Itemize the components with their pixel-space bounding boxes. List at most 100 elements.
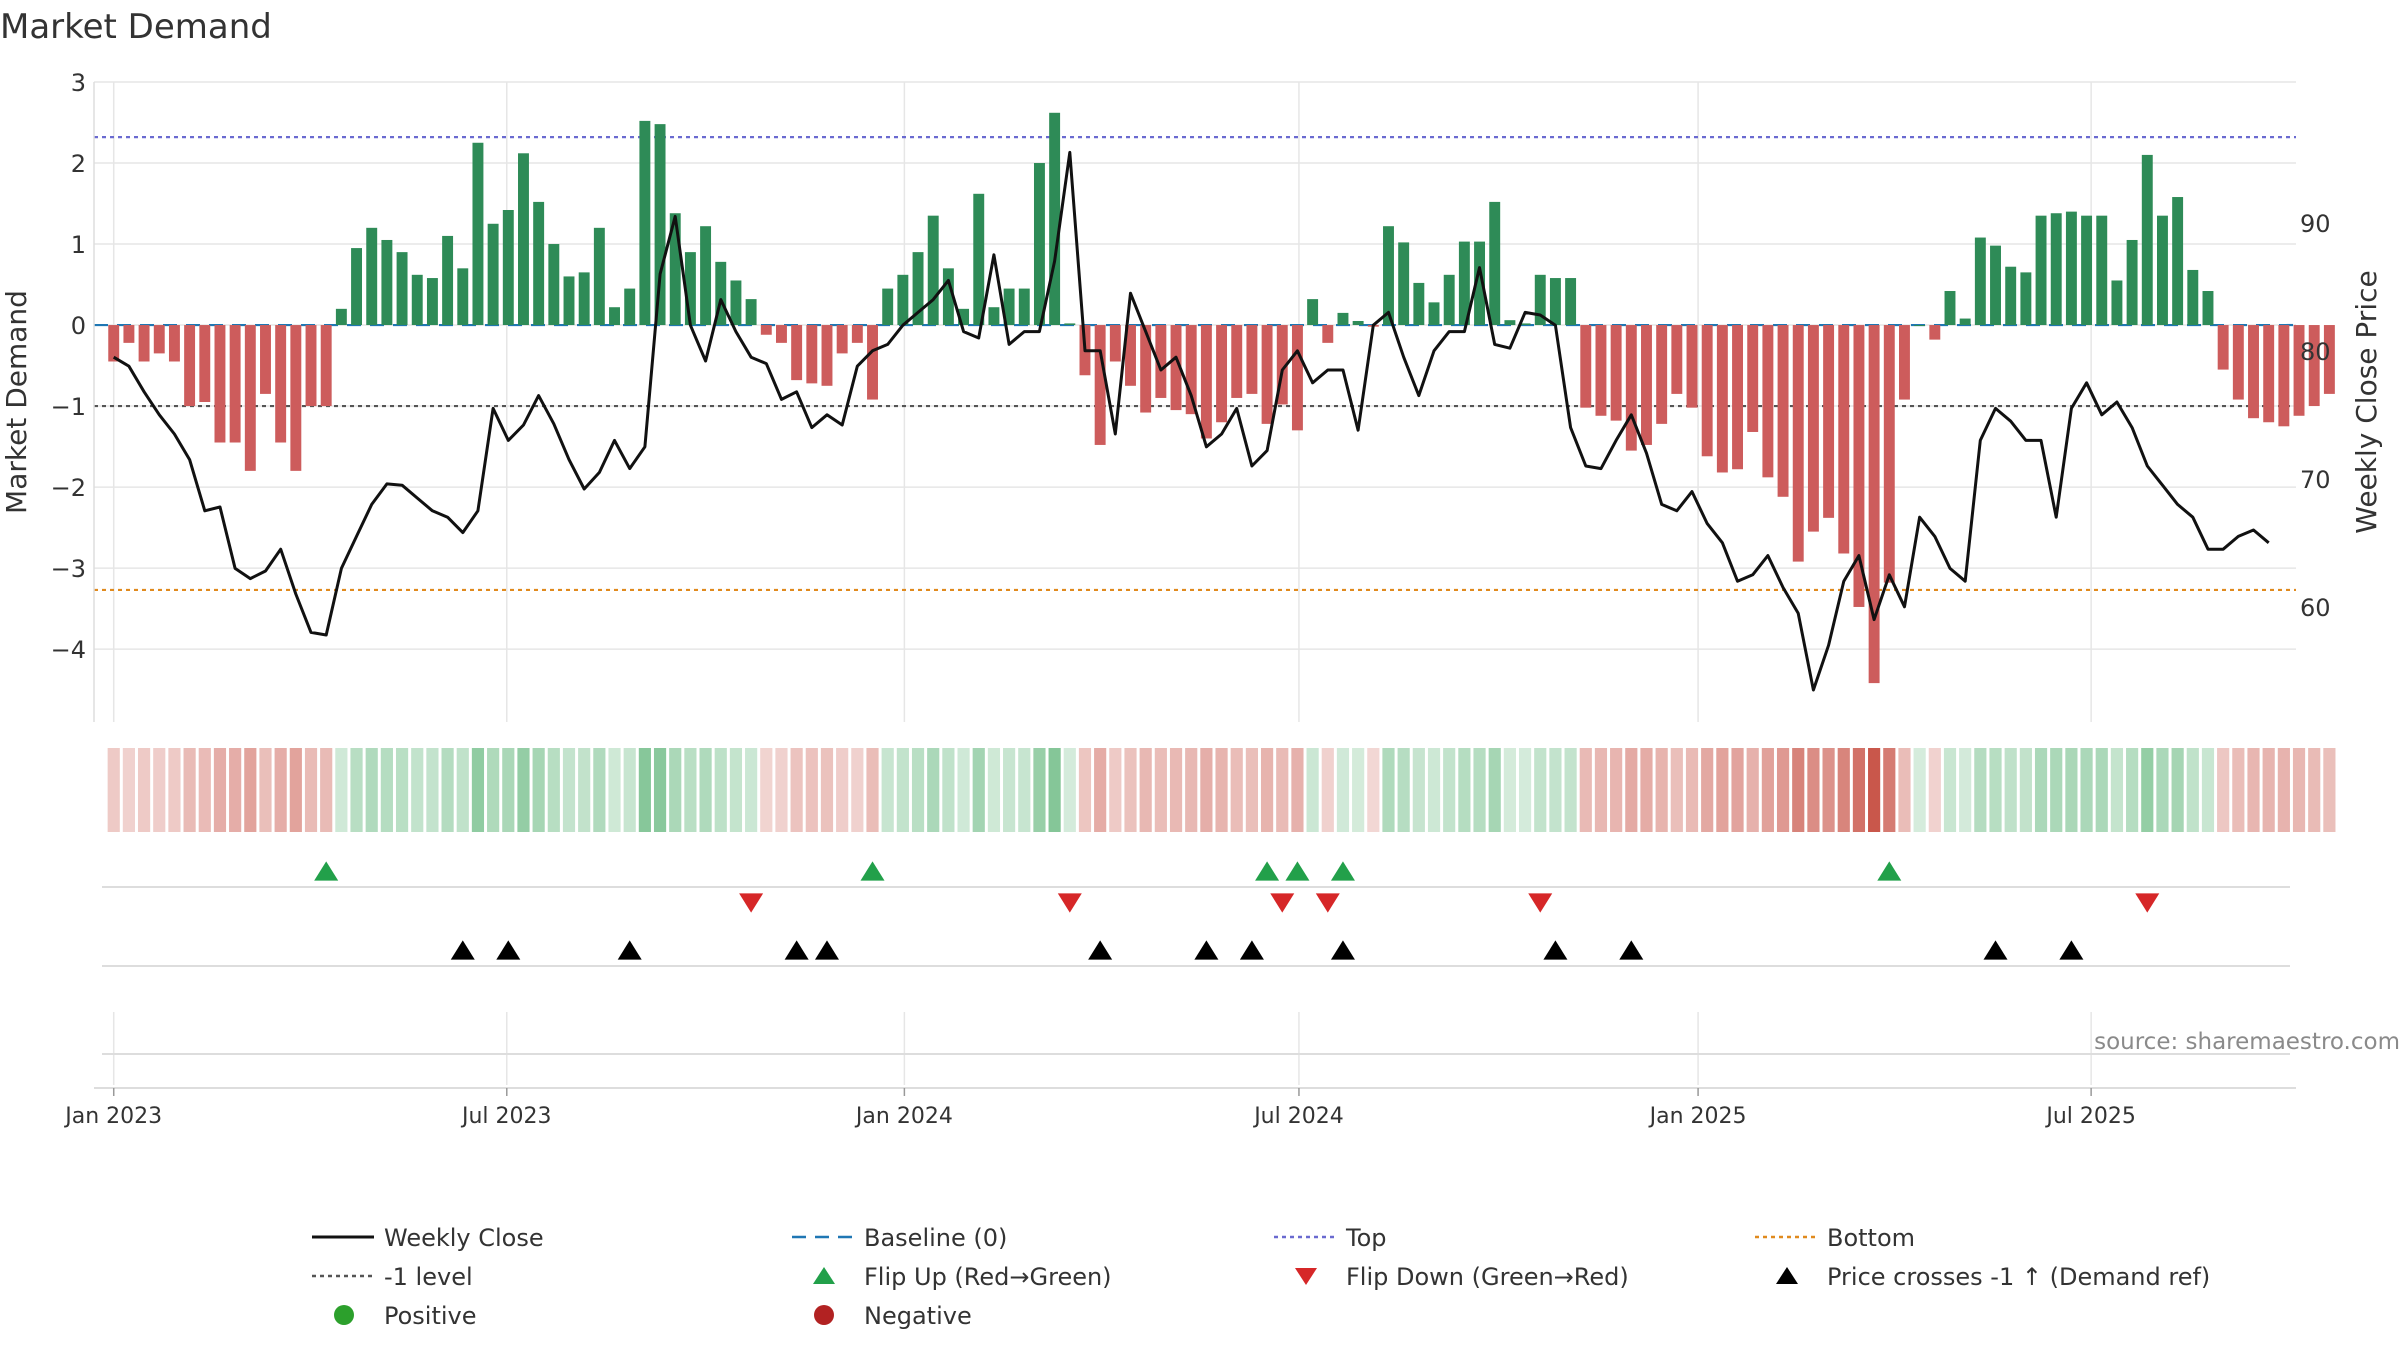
- heat-cell: [168, 748, 181, 832]
- demand-bar-negative: [775, 325, 787, 343]
- demand-bar-negative: [1625, 325, 1637, 451]
- price-cross-marker: [1088, 940, 1113, 960]
- heat-cell: [805, 748, 818, 832]
- demand-bar-negative: [1823, 325, 1835, 518]
- price-cross-marker: [2059, 940, 2084, 960]
- demand-bar-negative: [1322, 325, 1334, 343]
- weekly-close-line: [112, 150, 2270, 692]
- heat-cell: [1185, 748, 1198, 832]
- demand-bar-positive: [1064, 323, 1076, 326]
- x-tick-label: Jan 2025: [1648, 1104, 1747, 1129]
- heat-cell: [1291, 748, 1304, 832]
- demand-bar-positive: [2096, 215, 2108, 326]
- heat-cell: [1776, 748, 1790, 832]
- demand-heat-strip: [107, 748, 2336, 832]
- heat-cell: [183, 748, 196, 832]
- demand-bar-positive: [1914, 325, 1926, 327]
- demand-bar-negative: [1868, 325, 1880, 684]
- demand-bar-positive: [366, 227, 378, 326]
- demand-bar-positive: [684, 252, 696, 326]
- legend-item: Negative: [814, 1302, 972, 1330]
- heat-cell: [471, 748, 485, 832]
- heat-cell: [1989, 748, 2002, 832]
- heat-cell: [2095, 748, 2108, 832]
- flip-up-marker: [860, 861, 885, 881]
- grid: [94, 81, 2296, 1085]
- demand-bar-positive: [639, 120, 651, 326]
- demand-bar-negative: [851, 325, 863, 343]
- heat-cell: [2292, 748, 2306, 832]
- demand-bar-negative: [138, 325, 150, 362]
- demand-bar-positive: [1398, 242, 1410, 326]
- heat-cell: [1701, 748, 1714, 832]
- demand-bar-negative: [2232, 325, 2244, 400]
- heat-cell: [1807, 748, 1820, 832]
- y-tick-label-left: 3: [71, 69, 86, 97]
- heat-cell: [2050, 748, 2063, 832]
- heat-cell: [2277, 748, 2290, 832]
- heat-cell: [1868, 748, 1881, 832]
- demand-bar-negative: [1853, 325, 1865, 607]
- legend-label: Flip Down (Green→Red): [1346, 1263, 1629, 1291]
- demand-bar-positive: [1565, 278, 1577, 326]
- heat-cell: [562, 748, 576, 832]
- heat-cell: [1685, 748, 1699, 832]
- demand-bar-positive: [1504, 320, 1516, 326]
- heat-cell: [244, 748, 257, 832]
- demand-bar-positive: [654, 124, 666, 326]
- heat-cell: [2201, 748, 2215, 832]
- demand-bar-negative: [1641, 325, 1652, 445]
- demand-bar-positive: [457, 268, 469, 326]
- heat-cell: [547, 748, 560, 832]
- demand-bar-positive: [1549, 278, 1561, 326]
- demand-bar-positive: [2081, 215, 2093, 326]
- flip-down-marker: [1057, 893, 1082, 913]
- y-tick-label-right: 80: [2300, 338, 2331, 366]
- flip-down-marker: [1315, 893, 1340, 913]
- demand-bar-positive: [1959, 318, 1971, 326]
- heat-cell: [1564, 748, 1577, 832]
- heat-cell: [213, 748, 227, 832]
- demand-bar-positive: [2005, 266, 2017, 326]
- demand-bar-positive: [1474, 241, 1486, 326]
- demand-bar-negative: [1929, 325, 1941, 340]
- x-tick-label: Jul 2025: [2044, 1104, 2136, 1129]
- demand-bar-negative: [1807, 325, 1819, 532]
- heat-cell: [2080, 748, 2093, 832]
- heat-cell: [2171, 748, 2184, 832]
- demand-bar-positive: [2126, 239, 2138, 326]
- demand-bar-positive: [1049, 112, 1061, 326]
- heat-cell: [122, 748, 135, 832]
- legend-label: -1 level: [384, 1263, 473, 1291]
- heat-cell: [851, 748, 864, 832]
- demand-bar-positive: [502, 210, 514, 326]
- legend-label: Negative: [864, 1302, 972, 1330]
- heat-cell: [1260, 748, 1274, 832]
- demand-bar-negative: [2323, 325, 2335, 394]
- demand-bar-negative: [1732, 325, 1743, 470]
- demand-bar-negative: [1246, 325, 1258, 394]
- demand-bar-positive: [1383, 226, 1394, 326]
- heat-cell: [304, 748, 318, 832]
- heat-cell: [1974, 748, 1987, 832]
- demand-bar-negative: [2293, 325, 2305, 416]
- demand-bar-negative: [199, 325, 211, 402]
- demand-bar-negative: [108, 325, 120, 362]
- demand-bar-positive: [1003, 288, 1015, 326]
- demand-bar-positive: [563, 276, 575, 326]
- heat-cell: [1276, 748, 1289, 832]
- heat-cell: [1761, 748, 1774, 832]
- heat-cell: [1898, 748, 1911, 832]
- demand-bar-positive: [2065, 211, 2077, 326]
- heat-cell: [1746, 748, 1759, 832]
- demand-bar-positive: [411, 274, 423, 326]
- heat-cell: [517, 748, 530, 832]
- demand-bar-negative: [1140, 325, 1152, 413]
- heat-cell: [987, 748, 1001, 832]
- demand-bar-negative: [1291, 325, 1303, 431]
- demand-bar-negative: [821, 325, 833, 386]
- legend: Weekly Close Baseline (0) Top Bottom -1 leve…: [312, 1224, 2210, 1330]
- demand-bar-negative: [1701, 325, 1713, 457]
- demand-bar-positive: [1413, 282, 1425, 326]
